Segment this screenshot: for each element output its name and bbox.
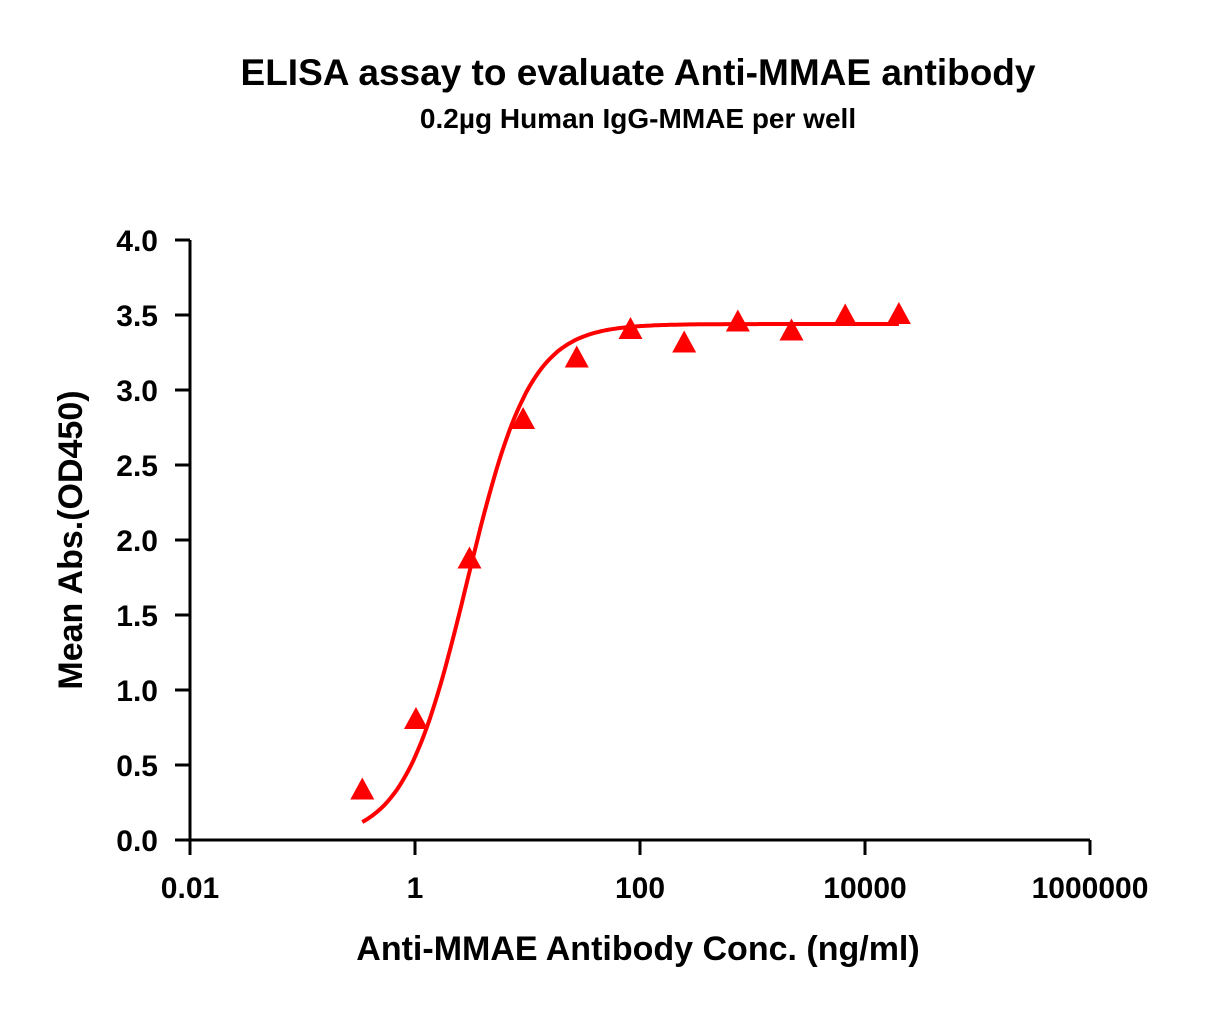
y-tick-label: 2.5 (116, 450, 158, 483)
x-tick-label: 10000 (823, 872, 906, 905)
y-tick-label: 4.0 (116, 225, 158, 258)
data-point (511, 407, 536, 429)
y-axis-label: Mean Abs.(OD450) (52, 390, 90, 689)
data-point (672, 330, 697, 353)
y-tick-label: 3.0 (116, 375, 158, 408)
x-axis-label: Anti-MMAE Antibody Conc. (ng/ml) (356, 930, 919, 968)
y-tick-label: 1.5 (116, 600, 158, 633)
data-point (564, 345, 589, 368)
x-tick-label: 100 (615, 872, 665, 905)
x-tick-label: 1 (407, 872, 424, 905)
y-tick-label: 0.0 (116, 825, 158, 858)
data-point (725, 309, 750, 332)
data-point (350, 777, 375, 800)
data-point (779, 318, 804, 341)
y-tick-label: 1.0 (116, 675, 158, 708)
x-tick-label: 1000000 (1032, 872, 1149, 905)
data-point (886, 302, 911, 324)
y-tick-label: 0.5 (116, 750, 158, 783)
fit-curve (361, 322, 899, 824)
chart-title: ELISA assay to evaluate Anti-MMAE antibo… (241, 52, 1036, 93)
x-tick-label: 0.01 (161, 872, 219, 905)
y-tick-label: 2.0 (116, 525, 158, 558)
chart-subtitle: 0.2µg Human IgG-MMAE per well (420, 103, 856, 134)
y-tick-label: 3.5 (116, 300, 158, 333)
data-point (618, 317, 643, 339)
data-point (457, 546, 482, 569)
data-point (403, 707, 428, 729)
data-point (833, 303, 858, 326)
